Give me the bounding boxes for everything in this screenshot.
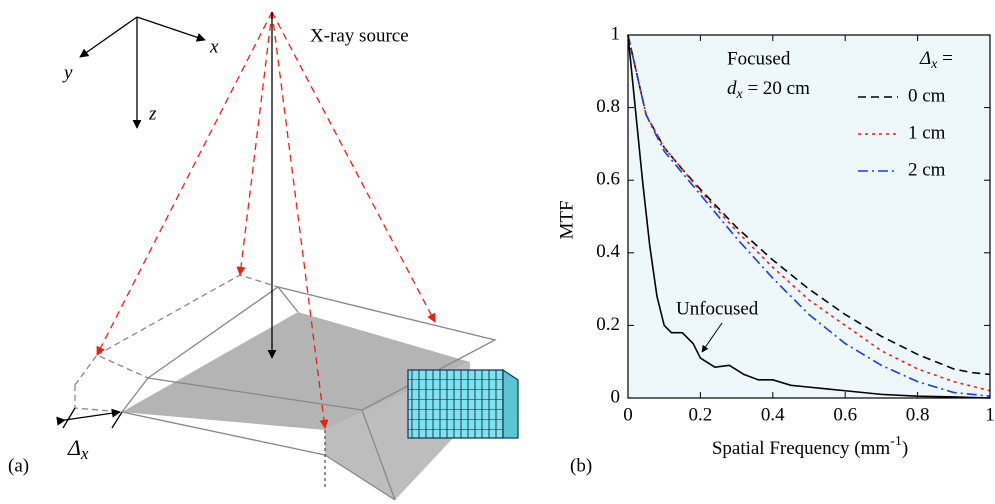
box-edge [121,377,149,413]
label-text: Spatial Frequency (mm [712,438,891,459]
y-tick-label: 0.6 [596,169,620,190]
suffix: = [937,48,952,69]
annotation: Focused [727,48,791,69]
suffix: = 20 cm [743,78,810,99]
panel-label: (b) [570,455,592,476]
superscript: -1 [890,434,902,449]
ray [271,11,329,429]
series-line [627,34,991,399]
axis-arrow [79,16,138,58]
shifted-edge [74,385,123,413]
y-tick-label: 0 [611,386,621,407]
diagram [56,11,519,501]
annotation: dx = 20 cm [727,78,810,102]
axis-label: z [148,103,157,124]
axis-label: x [209,36,219,57]
detector [407,369,504,439]
legend-label: 2 cm [908,159,946,180]
axis-arrow [136,16,206,42]
x-tick-label: 0.4 [761,404,785,425]
box-edge [361,409,396,501]
series-line [627,34,991,397]
x-tick-label: 0.8 [906,404,930,425]
ray [271,11,436,323]
y-tick-label: 0.8 [596,96,620,117]
chart: 0 0.2 0.4 0.6 0.8 1 0 0.2 0.4 0.6 0.8 1 0 cm 1 cm 2 cm… [596,23,995,425]
axis-label: y [62,62,73,83]
y-tick-label: 1 [611,23,621,44]
detector-side [502,368,519,439]
series-line [627,34,991,376]
legend-label: 1 cm [908,122,946,143]
offset-dimension [111,411,123,429]
box-edge [147,286,497,411]
offset-label: Δx [67,435,89,463]
label-suffix: ) [902,438,908,459]
x-tick-label: 0 [623,404,633,425]
subscript: x [80,444,89,463]
shifted-edge [74,354,149,386]
curve-pointer [701,322,723,353]
x-tick-label: 0.6 [833,404,857,425]
symbol: Δ [919,48,931,69]
subscript: x [736,87,744,102]
y-tick-label: 0.4 [596,241,620,262]
symbol: Δ [67,435,81,460]
ray [236,11,273,276]
offset-dimension [62,407,76,429]
y-tick-label: 0.2 [596,314,620,335]
x-tick-label: 1 [985,404,995,425]
box-edge [277,286,299,313]
ray [96,11,273,356]
legend-label: 0 cm [908,85,946,106]
plot-frame [627,34,991,399]
floor [122,312,470,430]
x-tick-label: 0.2 [689,404,713,425]
panel-label: (a) [8,455,29,476]
subscript: x [930,57,938,72]
curve-label: Unfocused [676,298,759,319]
symbol: d [727,78,737,99]
offset-dimension [56,408,121,426]
plot-background [628,35,990,398]
series-line [627,34,991,392]
y-axis-label: MTF [556,200,577,239]
x-axis-label: Spatial Frequency (mm-1) [712,434,908,459]
source-label: X-ray source [310,25,409,46]
legend-title: Δx = [919,48,953,72]
